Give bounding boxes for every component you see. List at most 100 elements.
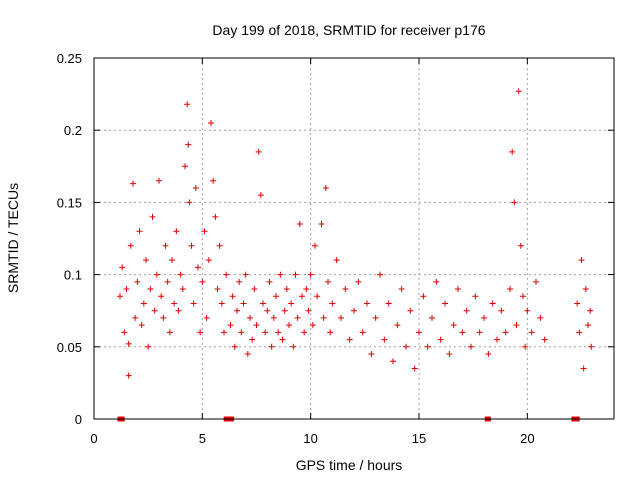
- data-point: [411, 365, 418, 372]
- data-point: [260, 300, 266, 307]
- data-point: [288, 300, 295, 307]
- data-point: [134, 278, 141, 285]
- data-point: [394, 322, 401, 329]
- data-point: [442, 300, 448, 307]
- data-point: [164, 278, 171, 285]
- data-point: [182, 163, 188, 170]
- data-point: [338, 314, 344, 321]
- data-point: [147, 286, 154, 293]
- data-point: [299, 293, 305, 300]
- data-point: [255, 148, 262, 155]
- data-point: [177, 271, 184, 278]
- data-point: [223, 271, 230, 278]
- data-point: [119, 264, 126, 271]
- data-point: [199, 278, 206, 285]
- data-point: [268, 343, 275, 350]
- data-point: [455, 286, 461, 293]
- x-axis-label: GPS time / hours: [296, 457, 403, 473]
- data-point: [296, 221, 303, 228]
- data-point: [346, 336, 353, 343]
- data-point: [329, 300, 336, 307]
- data-point: [203, 314, 210, 321]
- data-point: [197, 329, 204, 336]
- data-point: [537, 314, 544, 321]
- data-point: [264, 307, 271, 314]
- data-point: [188, 242, 195, 249]
- data-point: [307, 271, 314, 278]
- data-point: [143, 257, 149, 264]
- chart-title: Day 199 of 2018, SRMTID for receiver p17…: [212, 22, 485, 38]
- data-point: [515, 88, 522, 95]
- data-point: [416, 329, 422, 336]
- data-point: [236, 278, 243, 285]
- data-point: [123, 286, 130, 293]
- data-point: [481, 314, 487, 321]
- data-point: [342, 286, 349, 293]
- data-point: [175, 307, 182, 314]
- data-point: [270, 314, 277, 321]
- data-point: [138, 322, 145, 329]
- data-point: [364, 300, 370, 307]
- data-point: [305, 307, 312, 314]
- y-axis-label: SRMTID / TECUs: [5, 183, 21, 293]
- data-point: [520, 293, 526, 300]
- data-point: [201, 228, 208, 235]
- x-tick-label: 10: [303, 431, 317, 446]
- data-point: [450, 322, 457, 329]
- grid-lines: [94, 58, 614, 419]
- data-point: [403, 343, 409, 350]
- data-point: [446, 351, 453, 358]
- data-point: [273, 293, 279, 300]
- data-point: [385, 300, 392, 307]
- data-point: [528, 329, 535, 336]
- data-point: [359, 329, 366, 336]
- data-point: [132, 314, 139, 321]
- data-point: [127, 242, 134, 249]
- data-point: [513, 322, 520, 329]
- data-point: [130, 180, 136, 187]
- y-tick-label: 0: [75, 412, 82, 427]
- data-point: [257, 192, 264, 199]
- data-point: [578, 257, 585, 264]
- y-tick-label: 0.25: [57, 51, 82, 66]
- data-point: [208, 119, 214, 126]
- data-point: [524, 307, 531, 314]
- data-point: [153, 271, 160, 278]
- data-point: [283, 286, 290, 293]
- data-point: [151, 307, 158, 314]
- data-point: [494, 336, 500, 343]
- x-tick-label: 20: [520, 431, 534, 446]
- data-point: [229, 293, 236, 300]
- data-point: [576, 329, 583, 336]
- data-point: [585, 322, 591, 329]
- data-point: [437, 336, 444, 343]
- plot-frame: [93, 57, 615, 420]
- data-point: [238, 329, 245, 336]
- data-point: [136, 228, 143, 235]
- data-point: [160, 314, 167, 321]
- data-point: [420, 293, 427, 300]
- data-point: [587, 307, 594, 314]
- y-tick-label: 0.05: [57, 340, 82, 355]
- data-point: [485, 351, 492, 358]
- data-point: [372, 314, 379, 321]
- data-point: [205, 257, 212, 264]
- data-point: [333, 257, 340, 264]
- data-point: [253, 322, 260, 329]
- data-point: [472, 293, 479, 300]
- data-point: [433, 278, 440, 285]
- data-point: [192, 184, 199, 191]
- data-point: [266, 278, 273, 285]
- data-point: [281, 307, 288, 314]
- data-point: [498, 307, 505, 314]
- data-point: [314, 293, 321, 300]
- x-tick-label: 0: [90, 431, 97, 446]
- data-point: [522, 343, 529, 350]
- data-point: [312, 242, 318, 249]
- data-point: [125, 340, 132, 347]
- data-point: [218, 300, 225, 307]
- data-point: [429, 314, 435, 321]
- data-point: [231, 343, 238, 350]
- data-point: [125, 372, 132, 379]
- data-point: [251, 286, 258, 293]
